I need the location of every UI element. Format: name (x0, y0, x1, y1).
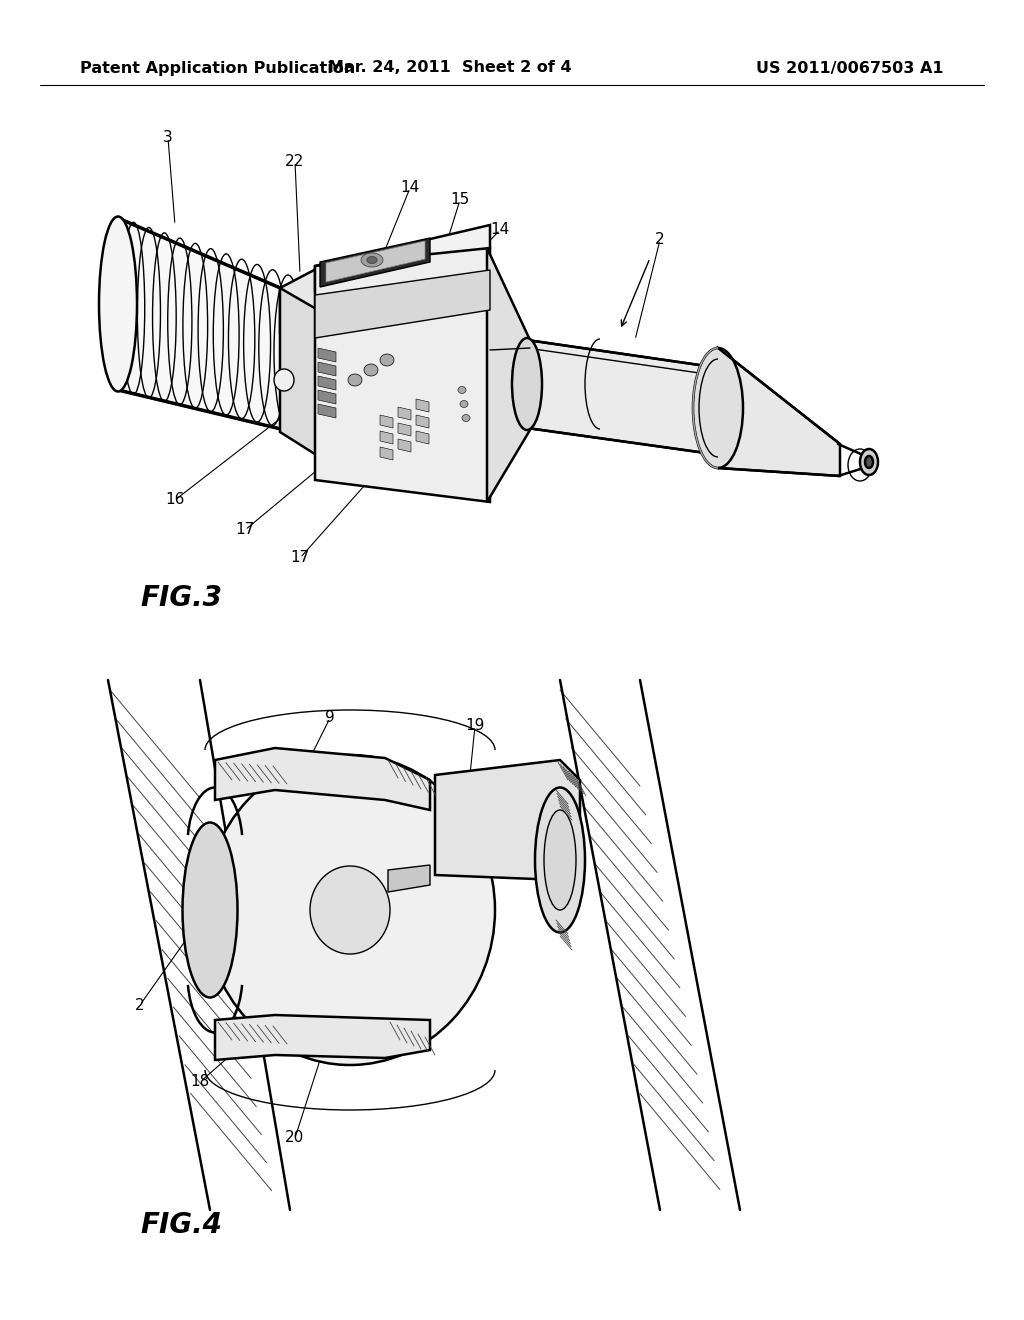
Polygon shape (318, 376, 336, 389)
Polygon shape (319, 238, 430, 286)
Polygon shape (326, 242, 425, 282)
Polygon shape (315, 271, 490, 338)
Ellipse shape (99, 216, 137, 392)
Ellipse shape (348, 374, 362, 385)
Polygon shape (215, 1015, 430, 1060)
Polygon shape (398, 440, 411, 451)
Ellipse shape (544, 810, 575, 909)
Ellipse shape (460, 400, 468, 408)
Ellipse shape (860, 449, 878, 475)
Ellipse shape (512, 338, 542, 430)
Text: 15: 15 (451, 193, 470, 207)
Ellipse shape (380, 354, 394, 366)
Ellipse shape (458, 387, 466, 393)
Polygon shape (118, 218, 285, 430)
Polygon shape (380, 447, 393, 459)
Ellipse shape (274, 370, 294, 391)
Ellipse shape (182, 822, 238, 998)
Text: 17: 17 (236, 523, 255, 537)
Text: 9: 9 (326, 710, 335, 726)
Ellipse shape (310, 866, 390, 954)
Ellipse shape (462, 414, 470, 421)
Text: FIG.4: FIG.4 (140, 1210, 222, 1239)
Text: 14: 14 (490, 223, 510, 238)
Polygon shape (280, 268, 318, 333)
Polygon shape (380, 432, 393, 444)
Polygon shape (318, 362, 336, 376)
Ellipse shape (865, 455, 873, 469)
Ellipse shape (361, 253, 383, 267)
Text: FIG.3: FIG.3 (140, 583, 222, 612)
Polygon shape (398, 407, 411, 420)
Polygon shape (315, 224, 490, 290)
Text: 14: 14 (400, 181, 420, 195)
Polygon shape (215, 748, 430, 810)
Polygon shape (398, 422, 411, 436)
Polygon shape (718, 348, 840, 477)
Polygon shape (315, 248, 490, 502)
Text: 20: 20 (286, 1130, 304, 1146)
Polygon shape (416, 414, 429, 428)
Text: 17: 17 (291, 550, 309, 565)
Polygon shape (416, 399, 429, 412)
Text: 2: 2 (655, 232, 665, 248)
Text: 19: 19 (465, 718, 484, 734)
Polygon shape (318, 348, 336, 362)
Polygon shape (435, 760, 580, 880)
Ellipse shape (364, 364, 378, 376)
Text: 3: 3 (163, 131, 173, 145)
Text: Mar. 24, 2011  Sheet 2 of 4: Mar. 24, 2011 Sheet 2 of 4 (328, 61, 571, 75)
Polygon shape (416, 432, 429, 444)
Polygon shape (280, 288, 318, 455)
Text: US 2011/0067503 A1: US 2011/0067503 A1 (757, 61, 944, 75)
Polygon shape (388, 865, 430, 892)
Polygon shape (487, 248, 530, 502)
Text: 2: 2 (135, 998, 144, 1012)
Polygon shape (318, 389, 336, 404)
Polygon shape (380, 414, 393, 428)
Ellipse shape (535, 788, 585, 932)
Text: 18: 18 (190, 1074, 210, 1089)
Text: 16: 16 (165, 492, 184, 507)
Polygon shape (527, 341, 720, 455)
Polygon shape (318, 404, 336, 418)
Text: Patent Application Publication: Patent Application Publication (80, 61, 355, 75)
Ellipse shape (693, 348, 743, 469)
Text: 22: 22 (286, 154, 304, 169)
Ellipse shape (205, 755, 495, 1065)
Ellipse shape (367, 256, 377, 264)
